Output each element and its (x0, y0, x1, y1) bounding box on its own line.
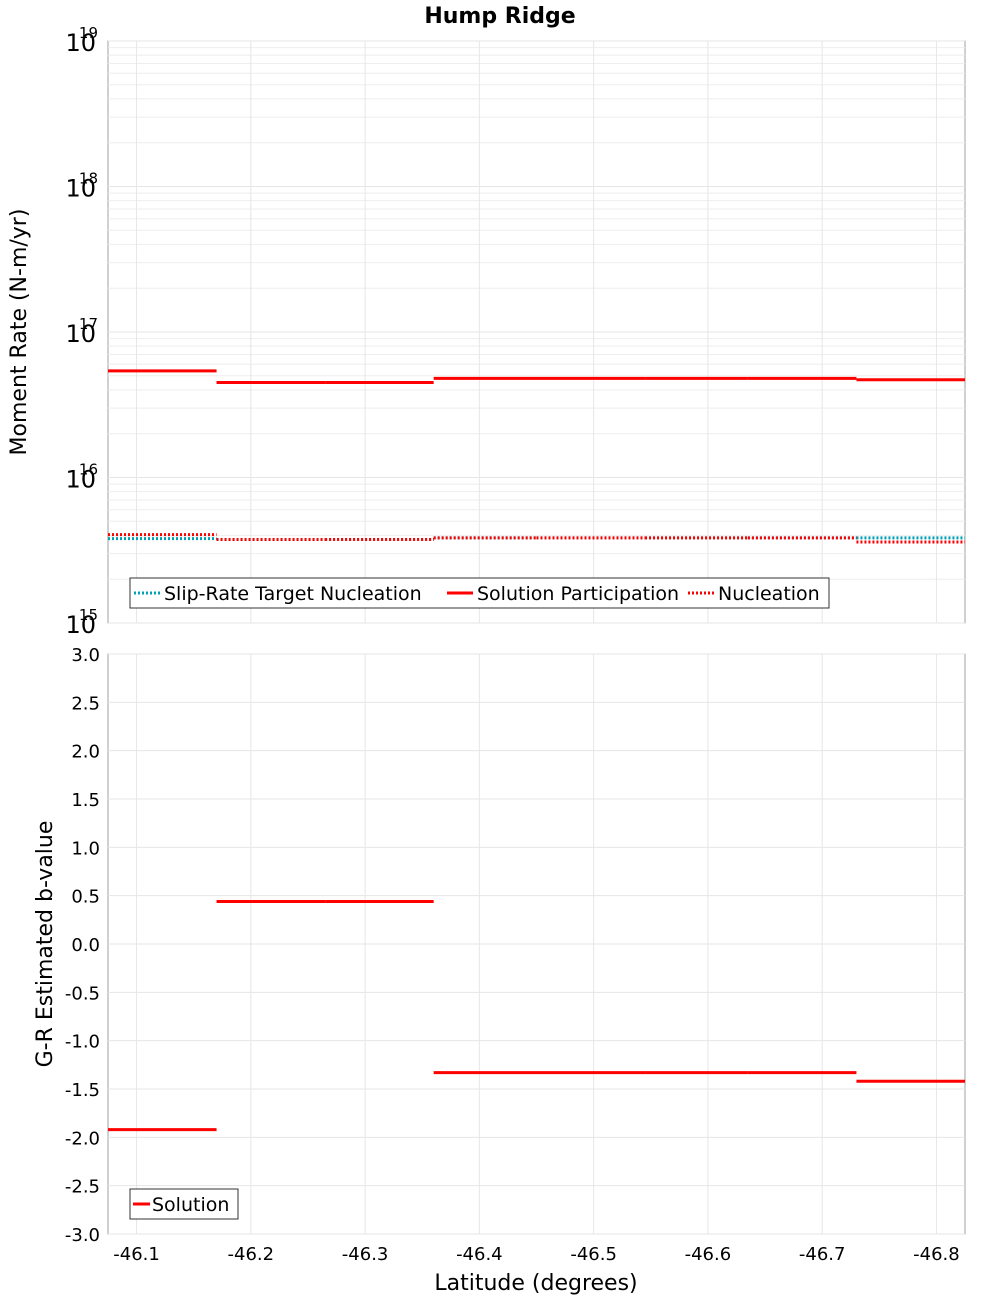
x-tick-label: -46.6 (685, 1244, 732, 1265)
y-tick-label: 3.0 (71, 645, 100, 666)
x-tick-label: -46.5 (570, 1244, 617, 1265)
moment-rate-legend: Slip-Rate Target Nucleation Solution Part… (129, 577, 830, 609)
legend-label: Solution (152, 1194, 229, 1216)
b-value-y-label: G-R Estimated b-value (33, 821, 58, 1068)
y-tick-label: -3.0 (65, 1225, 100, 1246)
x-tick-label: -46.2 (228, 1244, 275, 1265)
b-value-panel: 3.0 2.5 2.0 1.5 1.0 0.5 0.0 -0.5 -1.0 -1.5 -2.0 -2.… (33, 645, 966, 1246)
y-tick-exponent: 18 (79, 170, 98, 188)
y-tick-label: 1.5 (71, 790, 100, 811)
legend-label: Solution Participation (477, 583, 679, 605)
y-tick-label: 0.5 (71, 887, 100, 908)
y-tick-label: 10 (65, 466, 96, 494)
b-value-grid (108, 653, 965, 1235)
y-tick-exponent: 16 (79, 461, 98, 479)
x-axis-ticks: -46.1 -46.2 -46.3 -46.4 -46.5 -46.6 -46.7 -46.8 (113, 1244, 959, 1265)
legend-label: Slip-Rate Target Nucleation (164, 583, 422, 605)
x-tick-label: -46.3 (342, 1244, 389, 1265)
y-tick-label: -2.0 (65, 1128, 100, 1149)
y-tick-label: 10 (65, 320, 96, 348)
y-tick-exponent: 19 (79, 24, 98, 42)
y-tick-label: -1.0 (65, 1032, 100, 1053)
x-axis-label: Latitude (degrees) (434, 1271, 637, 1296)
y-tick-label: -0.5 (65, 983, 100, 1004)
y-tick-label: 2.0 (71, 742, 100, 763)
moment-rate-y-label: Moment Rate (N-m/yr) (7, 209, 32, 456)
b-value-series (108, 899, 965, 1132)
y-tick-label: -2.5 (65, 1177, 100, 1198)
x-tick-label: -46.4 (456, 1244, 503, 1265)
legend-label: Nucleation (718, 583, 820, 605)
b-value-legend: Solution (129, 1188, 239, 1220)
moment-rate-series (108, 369, 965, 544)
x-tick-label: -46.8 (913, 1244, 960, 1265)
y-tick-label: 1.0 (71, 838, 100, 859)
x-tick-label: -46.1 (113, 1244, 160, 1265)
b-value-y-ticks: 3.0 2.5 2.0 1.5 1.0 0.5 0.0 -0.5 -1.0 -1.5 -2.0 -2.… (65, 645, 100, 1246)
y-tick-label: 2.5 (71, 693, 100, 714)
y-tick-label: 10 (65, 175, 96, 203)
y-tick-exponent: 15 (79, 606, 98, 624)
x-tick-label: -46.7 (799, 1244, 846, 1265)
chart-title: Hump Ridge (424, 4, 575, 29)
y-tick-label: -1.5 (65, 1080, 100, 1101)
y-tick-label: 10 (65, 29, 96, 57)
y-tick-label: 10 (65, 611, 96, 639)
y-tick-exponent: 17 (79, 315, 98, 333)
y-tick-label: 0.0 (71, 935, 100, 956)
